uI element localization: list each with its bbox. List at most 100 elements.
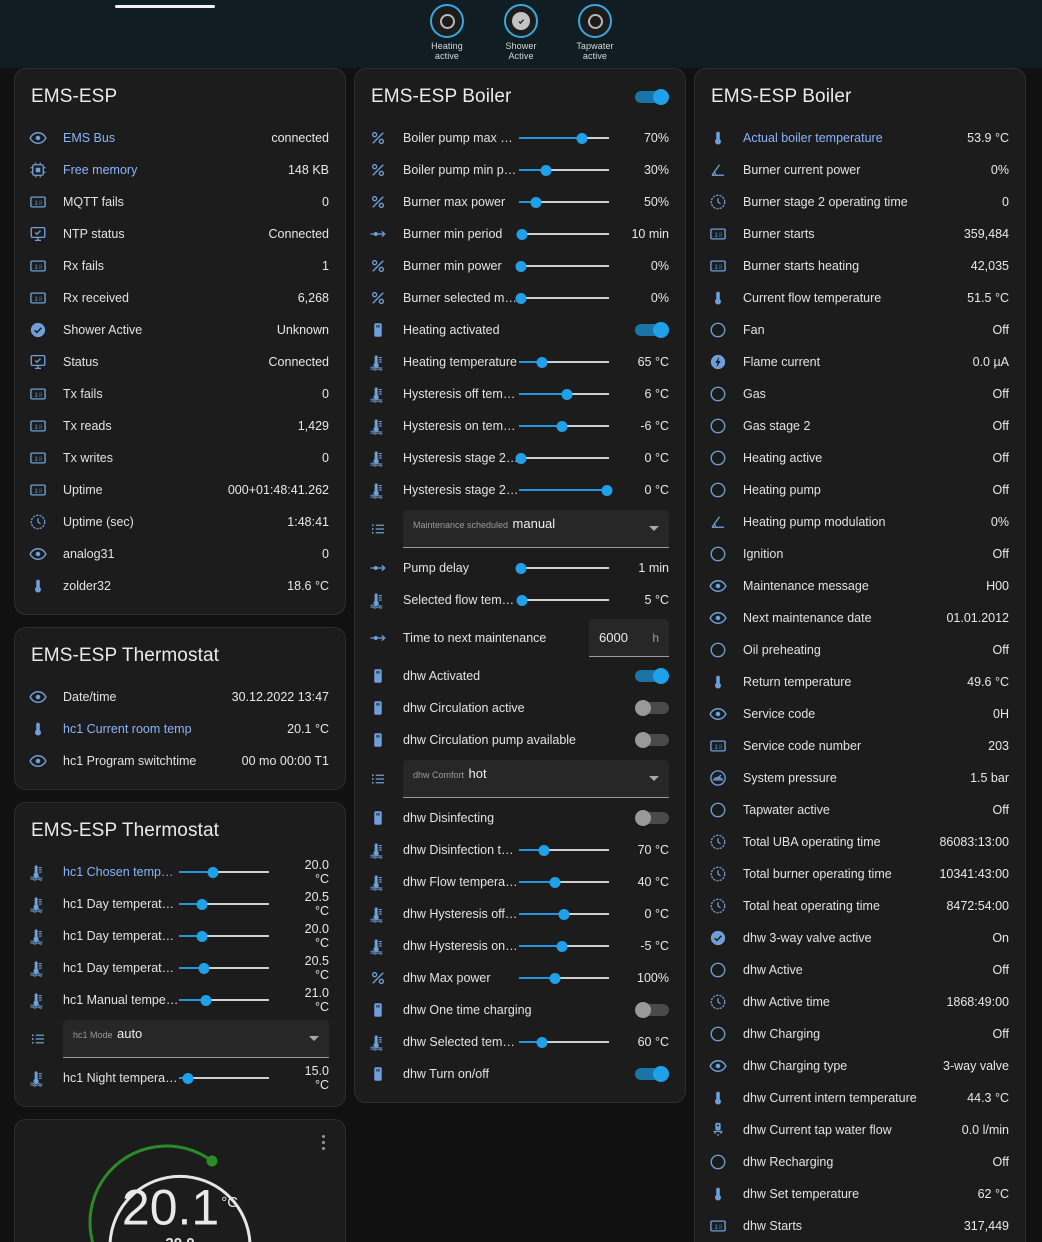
slider-knob[interactable]: [182, 1073, 194, 1084]
entity-row[interactable]: hc1 Day temperature T3 20.0°C: [15, 920, 345, 952]
slider-knob[interactable]: [515, 261, 527, 272]
entity-number-row[interactable]: Time to next maintenance 6000 h: [355, 616, 685, 660]
slider-knob[interactable]: [200, 995, 212, 1006]
entity-select-row[interactable]: dhw Comfort hot: [355, 756, 685, 802]
entity-name[interactable]: dhw Charging type: [743, 1059, 848, 1073]
entity-row[interactable]: dhw Circulation pump available: [355, 724, 685, 756]
entity-name[interactable]: dhw Max power: [403, 971, 491, 985]
entity-name[interactable]: Gas stage 2: [743, 419, 811, 433]
entity-row[interactable]: dhw Max power 100%: [355, 962, 685, 994]
entity-name[interactable]: Service code number: [743, 739, 862, 753]
entity-row[interactable]: Burner stage 2 operating time 0: [695, 186, 1025, 218]
entity-name[interactable]: Hysteresis on temperature: [403, 419, 519, 433]
entity-name[interactable]: dhw 3-way valve active: [743, 931, 872, 945]
slider-knob[interactable]: [549, 877, 561, 888]
entity-row[interactable]: dhw Current tap water flow 0.0 l/min: [695, 1114, 1025, 1146]
slider-knob[interactable]: [561, 389, 573, 400]
slider-control[interactable]: [515, 559, 609, 577]
chevron-down-icon[interactable]: [649, 776, 659, 781]
entity-row[interactable]: dhw 3-way valve active On: [695, 922, 1025, 954]
toggle-switch[interactable]: [635, 732, 669, 748]
status-badge-2[interactable]: Tapwater active: [565, 4, 625, 61]
slider-knob[interactable]: [515, 293, 527, 304]
entity-name[interactable]: Date/time: [63, 690, 117, 704]
entity-row[interactable]: dhw One time charging: [355, 994, 685, 1026]
entity-row[interactable]: Gas Off: [695, 378, 1025, 410]
entity-row[interactable]: dhw Active time 1868:49:00: [695, 986, 1025, 1018]
entity-name[interactable]: Pump delay: [403, 561, 470, 575]
entity-row[interactable]: Selected flow temperature 5 °C: [355, 584, 685, 616]
entity-row[interactable]: Uptime (sec) 1:48:41: [15, 506, 345, 538]
entity-name[interactable]: dhw Turn on/off: [403, 1067, 489, 1081]
entity-name[interactable]: hc1 Day temperature T2: [63, 897, 179, 911]
entity-row[interactable]: hc1 Night temperature T1 15.0°C: [15, 1062, 345, 1094]
entity-name[interactable]: Heating pump: [743, 483, 821, 497]
slider-control[interactable]: [519, 873, 609, 891]
slider-control[interactable]: [179, 991, 269, 1009]
entity-row[interactable]: Boiler pump max power 70%: [355, 122, 685, 154]
slider-control[interactable]: [515, 257, 609, 275]
slider-control[interactable]: [516, 591, 609, 609]
entity-name[interactable]: dhw Circulation active: [403, 701, 525, 715]
toggle-switch[interactable]: [635, 700, 669, 716]
entity-name[interactable]: System pressure: [743, 771, 837, 785]
entity-name[interactable]: Heating active: [743, 451, 823, 465]
entity-name[interactable]: Tx reads: [63, 419, 112, 433]
toggle-switch[interactable]: [635, 810, 669, 826]
entity-row[interactable]: Current flow temperature 51.5 °C: [695, 282, 1025, 314]
entity-row[interactable]: Hysteresis on temperature -6 °C: [355, 410, 685, 442]
toggle-switch[interactable]: [635, 1066, 669, 1082]
status-badge-0[interactable]: Heating active: [417, 4, 477, 61]
slider-knob[interactable]: [556, 941, 568, 952]
entity-row[interactable]: dhw Turn on/off: [355, 1058, 685, 1090]
entity-name[interactable]: MQTT fails: [63, 195, 124, 209]
entity-name[interactable]: Next maintenance date: [743, 611, 872, 625]
toggle-switch[interactable]: [635, 322, 669, 338]
entity-name[interactable]: dhw Starts: [743, 1219, 803, 1233]
chevron-down-icon[interactable]: [309, 1036, 319, 1041]
entity-name[interactable]: dhw Recharging: [743, 1155, 834, 1169]
status-badge-1[interactable]: Shower Active: [491, 4, 551, 61]
entity-name[interactable]: Burner current power: [743, 163, 861, 177]
slider-control[interactable]: [519, 969, 609, 987]
entity-name[interactable]: Status: [63, 355, 99, 369]
entity-row[interactable]: dhw Selected temperature 60 °C: [355, 1026, 685, 1058]
slider-control[interactable]: [519, 193, 609, 211]
entity-name[interactable]: dhw One time charging: [403, 1003, 532, 1017]
entity-row[interactable]: Heating active Off: [695, 442, 1025, 474]
slider-knob[interactable]: [576, 133, 588, 144]
entity-row[interactable]: NTP status Connected: [15, 218, 345, 250]
entity-name[interactable]: Oil preheating: [743, 643, 821, 657]
entity-row[interactable]: Total burner operating time 10341:43:00: [695, 858, 1025, 890]
entity-row[interactable]: Return temperature 49.6 °C: [695, 666, 1025, 698]
toggle-switch[interactable]: [635, 668, 669, 684]
entity-name[interactable]: Burner max power: [403, 195, 506, 209]
entity-row[interactable]: dhw Charging Off: [695, 1018, 1025, 1050]
entity-name[interactable]: Total heat operating time: [743, 899, 880, 913]
entity-name[interactable]: dhw Flow temperature offset: [403, 875, 519, 889]
entity-name[interactable]: dhw Activated: [403, 669, 481, 683]
entity-name[interactable]: Hysteresis off temperature: [403, 387, 519, 401]
slider-knob[interactable]: [538, 845, 550, 856]
entity-name[interactable]: hc1 Night temperature T1: [63, 1071, 179, 1085]
slider-control[interactable]: [179, 895, 269, 913]
slider-control[interactable]: [519, 937, 609, 955]
entity-row[interactable]: Burner max power 50%: [355, 186, 685, 218]
entity-name[interactable]: Tapwater active: [743, 803, 830, 817]
entity-select-row[interactable]: Maintenance scheduled manual: [355, 506, 685, 552]
entity-row[interactable]: Ignition Off: [695, 538, 1025, 570]
select-field[interactable]: dhw Comfort hot: [403, 760, 669, 798]
entity-name[interactable]: dhw Active: [743, 963, 803, 977]
slider-control[interactable]: [179, 959, 269, 977]
entity-row[interactable]: Next maintenance date 01.01.2012: [695, 602, 1025, 634]
entity-name[interactable]: EMS Bus: [63, 131, 116, 145]
entity-name[interactable]: hc1 Day temperature T3: [63, 929, 179, 943]
entity-row[interactable]: Service code 0H: [695, 698, 1025, 730]
entity-name[interactable]: Maintenance message: [743, 579, 869, 593]
active-tab-indicator[interactable]: [115, 5, 215, 8]
entity-name[interactable]: Hysteresis stage 2 off temper…: [403, 451, 519, 465]
